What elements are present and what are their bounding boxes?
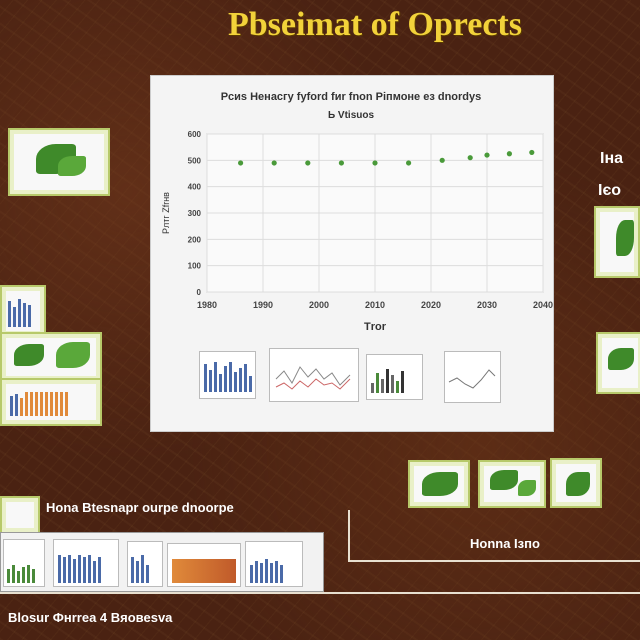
right-label-1: Іна [600,150,624,167]
data-point [467,155,473,161]
data-point [305,160,311,166]
plant-photo-frame-3[interactable] [594,206,640,278]
thumbnail-line-svg [275,366,351,390]
data-point [529,149,535,156]
scatter-chart: Рсиs Ненасгу fуfоrd fиr fnon Ріпмоне ез … [161,91,553,333]
plant-photo-frame-6[interactable] [478,460,546,508]
strip-thumb-3[interactable] [127,541,163,587]
thumbnail-line-chart[interactable] [269,348,359,402]
thumbnail-curve-chart[interactable] [444,351,501,403]
strip-thumb-1[interactable] [3,539,45,587]
y-tick-label: 200 [188,235,202,244]
x-tick-label: 2000 [309,300,329,310]
x-tick-label: 1980 [197,300,217,310]
chart-panel: Рсиs Ненасгу fуfоrd fиr fnon Ріпмоне ез … [150,75,554,432]
y-tick-label: 500 [188,156,202,165]
x-tick-label: 2030 [477,300,497,310]
caption-right: Ноnnа Ізпо [470,536,540,551]
x-tick-label: 2020 [421,300,441,310]
strip-thumb-4[interactable] [167,543,241,587]
x-tick-label: 2040 [533,300,553,310]
connector-line-vertical [348,510,350,562]
data-point [439,157,445,163]
y-tick-label: 0 [197,288,202,297]
y-tick-label: 100 [188,262,202,271]
caption-footer: Вlosur Фнrrea 4 Вяовеsva [8,610,173,625]
thumbnail-strip [0,532,324,592]
thumbnail-chart-3[interactable] [366,354,423,400]
chart-subtitle: Ь Vtisuos [328,110,375,121]
thumbnail-curve-svg [448,369,496,389]
x-tick-label: 2010 [365,300,385,310]
page-title: Pbseimat of Oprects [228,6,522,43]
data-point [238,160,244,166]
plant-photo-frame-4[interactable] [596,332,640,394]
small-frame-left[interactable] [0,496,40,534]
connector-line-bottom [0,592,640,594]
connector-line-horizontal [348,560,640,562]
chart-frame-left-1[interactable] [0,285,46,337]
right-label-2: Ієо [598,182,622,199]
y-tick-label: 600 [188,130,202,139]
y-axis-label: Рлтг Zfrнв [161,192,171,234]
data-point [506,151,512,157]
caption-bottom-left: Ноnа Вtesnapr ourpe dnoorpe [46,500,234,515]
plant-photo-frame-1[interactable] [8,128,110,196]
x-tick-label: 1990 [253,300,273,310]
plant-photo-frame-7[interactable] [550,458,602,508]
y-tick-label: 300 [188,209,202,218]
x-axis-label: Тrоr [364,321,387,333]
plant-photo-frame-2[interactable] [0,332,102,382]
strip-thumb-2[interactable] [53,539,119,587]
plant-photo-frame-5[interactable] [408,460,470,508]
chart-title: Рсиs Ненасгу fуfоrd fиr fnon Ріпмоне ез … [221,91,482,103]
thumbnail-bar-chart[interactable] [199,351,256,399]
y-tick-label: 400 [188,183,202,192]
data-point [484,152,490,158]
strip-thumb-5[interactable] [245,541,303,587]
data-point [406,160,412,166]
data-point [338,160,344,166]
data-point [271,160,277,166]
chart-frame-left-2[interactable] [0,378,102,426]
data-point [372,160,378,166]
